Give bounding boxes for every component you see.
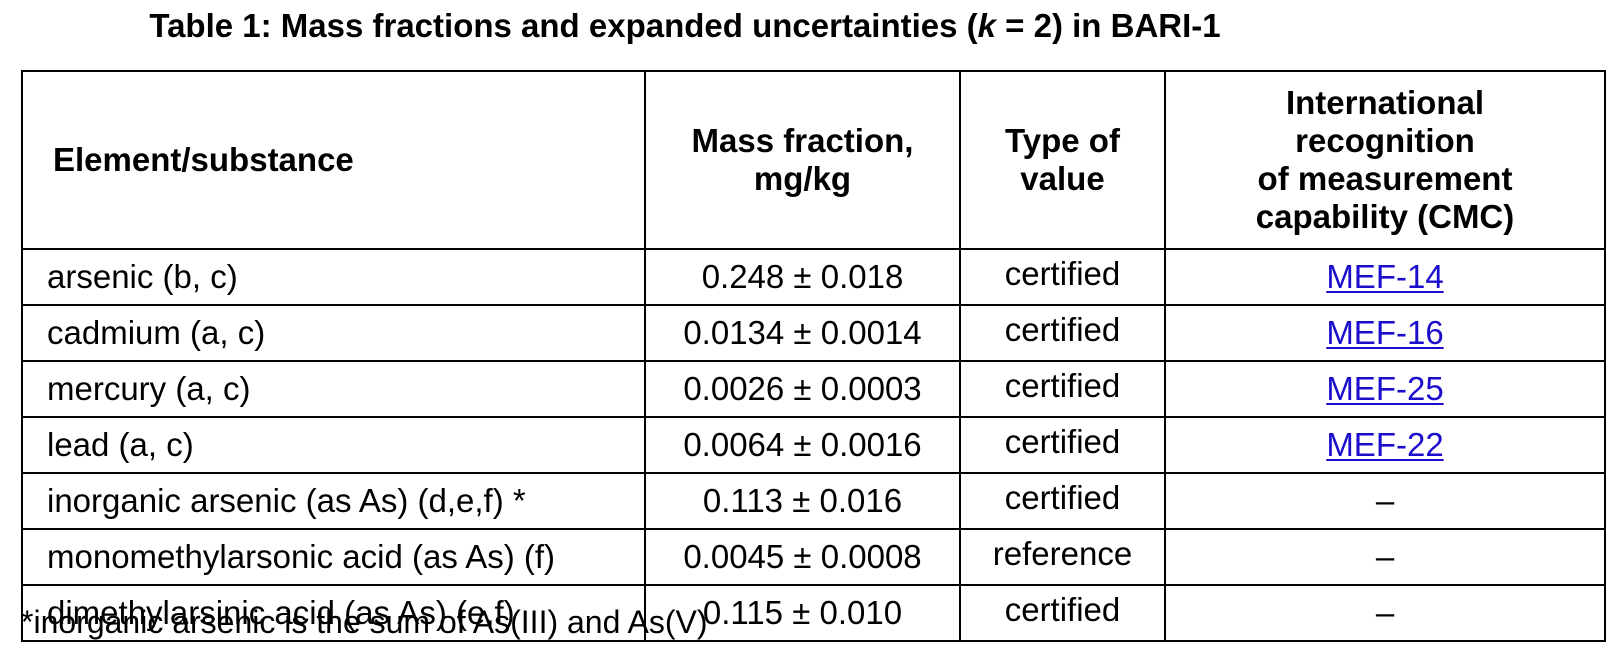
element-cell: monomethylarsonic acid (as As) (f)	[21, 528, 646, 586]
mass-fraction-table: Element/substance Mass fraction, mg/kg T…	[21, 70, 1606, 642]
type-cell: certified	[959, 248, 1166, 306]
mass-fraction-cell: 0.113 ± 0.016	[644, 472, 961, 530]
header-row: Element/substance Mass fraction, mg/kg T…	[21, 70, 1606, 250]
cmc-link[interactable]: MEF-22	[1326, 426, 1444, 463]
cmc-cell: MEF-14	[1164, 248, 1606, 306]
type-cell: certified	[959, 472, 1166, 530]
mass-fraction-cell: 0.0064 ± 0.0016	[644, 416, 961, 474]
cmc-cell: MEF-25	[1164, 360, 1606, 418]
type-cell: certified	[959, 416, 1166, 474]
header-mass-fraction: Mass fraction, mg/kg	[644, 70, 961, 250]
header-type-of-value: Type of value	[959, 70, 1166, 250]
table-row: mercury (a, c) 0.0026 ± 0.0003 certified…	[21, 360, 1606, 418]
type-cell: certified	[959, 360, 1166, 418]
mass-fraction-cell: 0.115 ± 0.010	[644, 584, 961, 642]
header-cmc: International recognition of measurement…	[1164, 70, 1606, 250]
cmc-cell: –	[1164, 528, 1606, 586]
element-cell: cadmium (a, c)	[21, 304, 646, 362]
table-row: inorganic arsenic (as As) (d,e,f) * 0.11…	[21, 472, 1606, 530]
caption-k: k	[977, 7, 996, 44]
table-footnote: *inorganic arsenic is the sum of As(III)…	[21, 604, 708, 640]
cmc-cell: –	[1164, 584, 1606, 642]
cmc-cell: MEF-16	[1164, 304, 1606, 362]
element-cell: dimethylarsinic acid (as As) (e,f)	[21, 584, 646, 642]
cmc-cell: MEF-22	[1164, 416, 1606, 474]
type-cell: certified	[959, 304, 1166, 362]
cmc-link[interactable]: MEF-14	[1326, 258, 1444, 295]
table-row: monomethylarsonic acid (as As) (f) 0.004…	[21, 528, 1606, 586]
mass-fraction-cell: 0.0134 ± 0.0014	[644, 304, 961, 362]
cmc-link[interactable]: MEF-16	[1326, 314, 1444, 351]
table-row: dimethylarsinic acid (as As) (e,f) 0.115…	[21, 584, 1606, 642]
table-row: arsenic (b, c) 0.248 ± 0.018 certified M…	[21, 248, 1606, 306]
mass-fraction-cell: 0.248 ± 0.018	[644, 248, 961, 306]
table-caption: Table 1: Mass fractions and expanded unc…	[0, 4, 1370, 48]
caption-prefix: Table 1: Mass fractions and expanded unc…	[149, 7, 978, 44]
header-element: Element/substance	[21, 70, 646, 250]
element-cell: lead (a, c)	[21, 416, 646, 474]
type-cell: certified	[959, 584, 1166, 642]
caption-suffix: = 2) in BARI-1	[996, 7, 1221, 44]
cmc-link[interactable]: MEF-25	[1326, 370, 1444, 407]
type-cell: reference	[959, 528, 1166, 586]
cmc-cell: –	[1164, 472, 1606, 530]
table-row: cadmium (a, c) 0.0134 ± 0.0014 certified…	[21, 304, 1606, 362]
element-cell: inorganic arsenic (as As) (d,e,f) *	[21, 472, 646, 530]
element-cell: arsenic (b, c)	[21, 248, 646, 306]
table-row: lead (a, c) 0.0064 ± 0.0016 certified ME…	[21, 416, 1606, 474]
mass-fraction-cell: 0.0045 ± 0.0008	[644, 528, 961, 586]
element-cell: mercury (a, c)	[21, 360, 646, 418]
mass-fraction-cell: 0.0026 ± 0.0003	[644, 360, 961, 418]
